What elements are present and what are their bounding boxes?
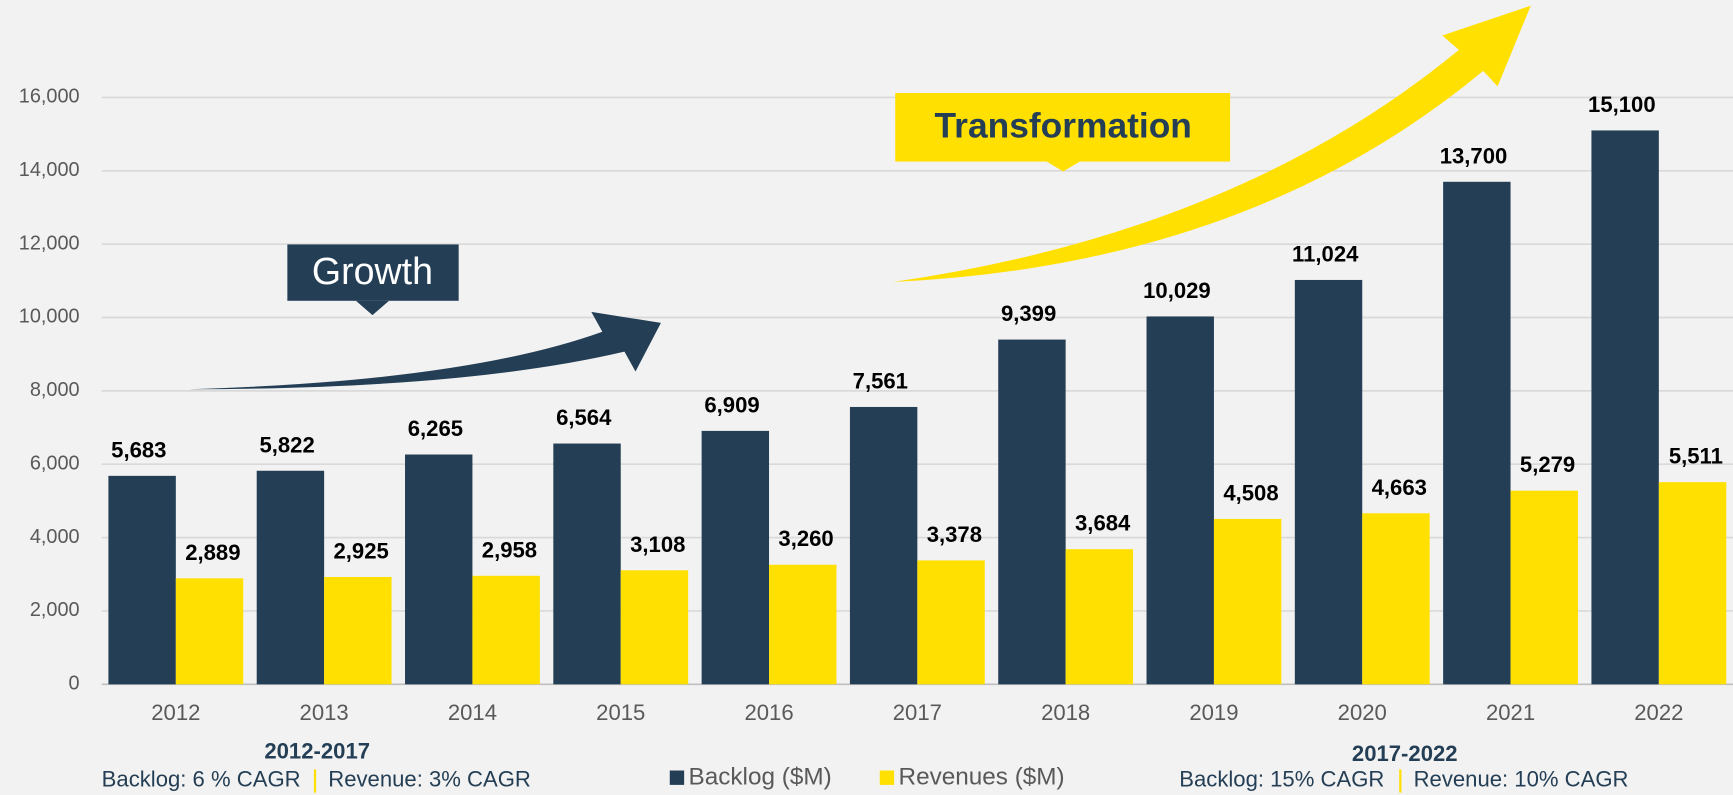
y-tick-label: 14,000 [19,159,80,181]
value-label: 5,279 [1520,452,1575,477]
bar [405,454,473,685]
period-title: 2017-2022 [1352,741,1458,766]
growth-label: Growth [312,250,433,292]
value-label: 3,108 [630,532,685,557]
period-note: Revenue: 3% CAGR [328,766,531,791]
value-label: 6,909 [704,392,759,417]
value-label: 2,958 [482,537,537,562]
y-tick-label: 8,000 [30,379,80,401]
bar [620,570,689,685]
bar [175,578,244,685]
bar [472,575,540,685]
legend-label: Backlog ($M) [689,764,832,791]
y-tick-label: 0 [69,673,80,695]
bar [1213,518,1282,685]
bar [998,339,1066,685]
x-tick-label: 2020 [1338,700,1387,725]
value-label: 4,663 [1372,475,1427,500]
period-note: Backlog: 15% CAGR [1179,766,1384,791]
value-label: 5,683 [111,437,166,462]
bar [1591,130,1659,685]
bars: 5,683 2,889 5,822 2,925 6,265 2,958 6,564 3,108… [108,92,1727,685]
x-tick-label: 2019 [1189,700,1238,725]
y-tick-label: 2,000 [30,599,80,621]
bar [108,475,176,685]
period-note: Revenue: 10% CAGR [1414,766,1629,791]
bar [324,577,392,685]
x-tick-label: 2013 [300,700,349,725]
value-label: 3,378 [927,522,982,547]
transformation-pointer [1046,161,1080,172]
value-label: 6,265 [408,416,463,441]
growth-box [287,244,459,301]
transformation-box [895,93,1231,162]
legend-label: Revenues ($M) [899,764,1065,791]
bar [1510,490,1578,685]
value-label: 15,100 [1588,92,1656,117]
y-tick-label: 4,000 [30,526,80,548]
x-tick-label: 2012 [151,700,200,725]
x-tick-label: 2018 [1041,700,1090,725]
bar [553,443,621,685]
value-label: 9,399 [1001,301,1056,326]
bar [1146,316,1214,685]
y-tick-label: 16,000 [19,86,80,108]
value-label: 4,508 [1223,480,1278,505]
value-label: 6,564 [556,405,612,430]
bar [1443,181,1511,685]
y-tick-label: 10,000 [19,306,80,328]
value-label: 3,684 [1075,511,1131,536]
bar [917,560,985,685]
x-tick-label: 2022 [1634,700,1683,725]
value-label: 5,511 [1669,444,1723,469]
x-tick-label: 2017 [893,700,942,725]
transformation-arrow [893,5,1531,283]
value-label: 5,822 [259,432,314,457]
y-tick-label: 12,000 [19,232,80,254]
growth-pointer [355,300,390,316]
bar [1362,513,1430,685]
x-tick-label: 2016 [744,700,793,725]
value-label: 2,889 [185,540,240,565]
value-label: 13,700 [1440,143,1508,168]
value-label: 11,024 [1292,241,1359,266]
x-tick-label: 2014 [448,700,497,725]
bar [1658,482,1727,685]
y-tick-label: 6,000 [30,452,80,474]
legend-swatch [669,770,685,785]
transformation-label: Transformation [935,107,1192,146]
value-label: 10,029 [1143,278,1211,303]
x-tick-label: 2021 [1486,700,1535,725]
bar [1065,549,1134,685]
legend-swatch [879,770,895,785]
value-label: 2,925 [334,539,389,564]
bar [1294,279,1363,685]
value-label: 7,561 [853,368,908,393]
bar [701,430,770,685]
bar [849,406,918,685]
growth-arrow [187,311,661,390]
value-label: 3,260 [778,526,833,551]
period-title: 2012-2017 [264,739,370,764]
bar [256,470,325,685]
period-note: Backlog: 6 % CAGR [102,766,301,791]
bar [769,564,837,685]
x-tick-label: 2015 [596,700,645,725]
legend: Backlog ($M) Revenues ($M) [669,764,1065,791]
